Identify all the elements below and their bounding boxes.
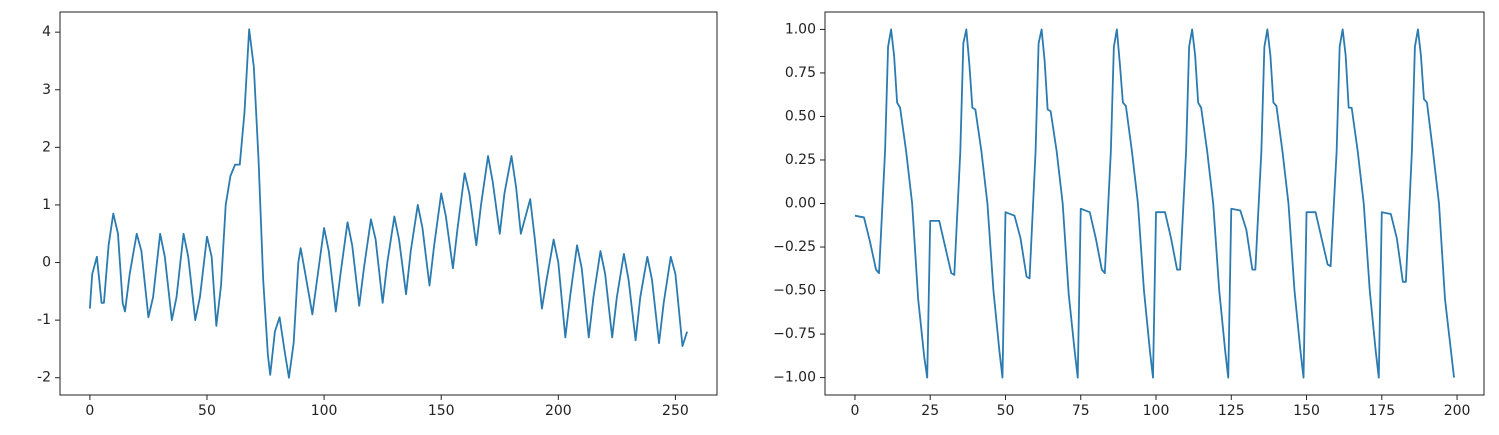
y-tick-label: 1.00	[785, 21, 816, 37]
x-tick-label: 50	[198, 403, 216, 419]
x-tick-label: 150	[428, 403, 455, 419]
x-tick-label: 100	[311, 403, 338, 419]
y-tick-label: −0.75	[773, 326, 816, 342]
x-tick-label: 25	[921, 403, 939, 419]
data-line	[854, 28, 1455, 379]
x-tick-label: 250	[662, 403, 689, 419]
y-tick-label: 2	[42, 139, 51, 155]
x-tick-label: 50	[997, 403, 1015, 419]
data-line	[88, 28, 688, 379]
y-tick-label: 0.00	[785, 196, 816, 212]
x-tick-label: 175	[1368, 403, 1395, 419]
x-tick-label: 150	[1293, 403, 1320, 419]
y-tick-label: 4	[42, 24, 51, 40]
y-tick-label: 0.25	[785, 152, 816, 168]
plot-frame	[59, 11, 718, 396]
x-tick-label: 125	[1218, 403, 1245, 419]
x-tick-label: 0	[85, 403, 94, 419]
y-tick-label: -1	[37, 312, 51, 328]
x-tick-label: 75	[1072, 403, 1090, 419]
y-tick-label: 0	[42, 255, 51, 271]
y-tick-label: −0.25	[773, 239, 816, 255]
y-tick-label: -2	[37, 370, 51, 386]
y-tick-label: 3	[42, 82, 51, 98]
y-tick-label: 0.50	[785, 108, 816, 124]
x-tick-label: 200	[545, 403, 572, 419]
x-tick-label: 100	[1143, 403, 1170, 419]
x-tick-label: 200	[1444, 403, 1471, 419]
x-tick-label: 0	[850, 403, 859, 419]
y-tick-label: 1	[42, 197, 51, 213]
y-tick-label: −1.00	[773, 370, 816, 386]
y-tick-label: 0.75	[785, 65, 816, 81]
y-tick-label: −0.50	[773, 283, 816, 299]
